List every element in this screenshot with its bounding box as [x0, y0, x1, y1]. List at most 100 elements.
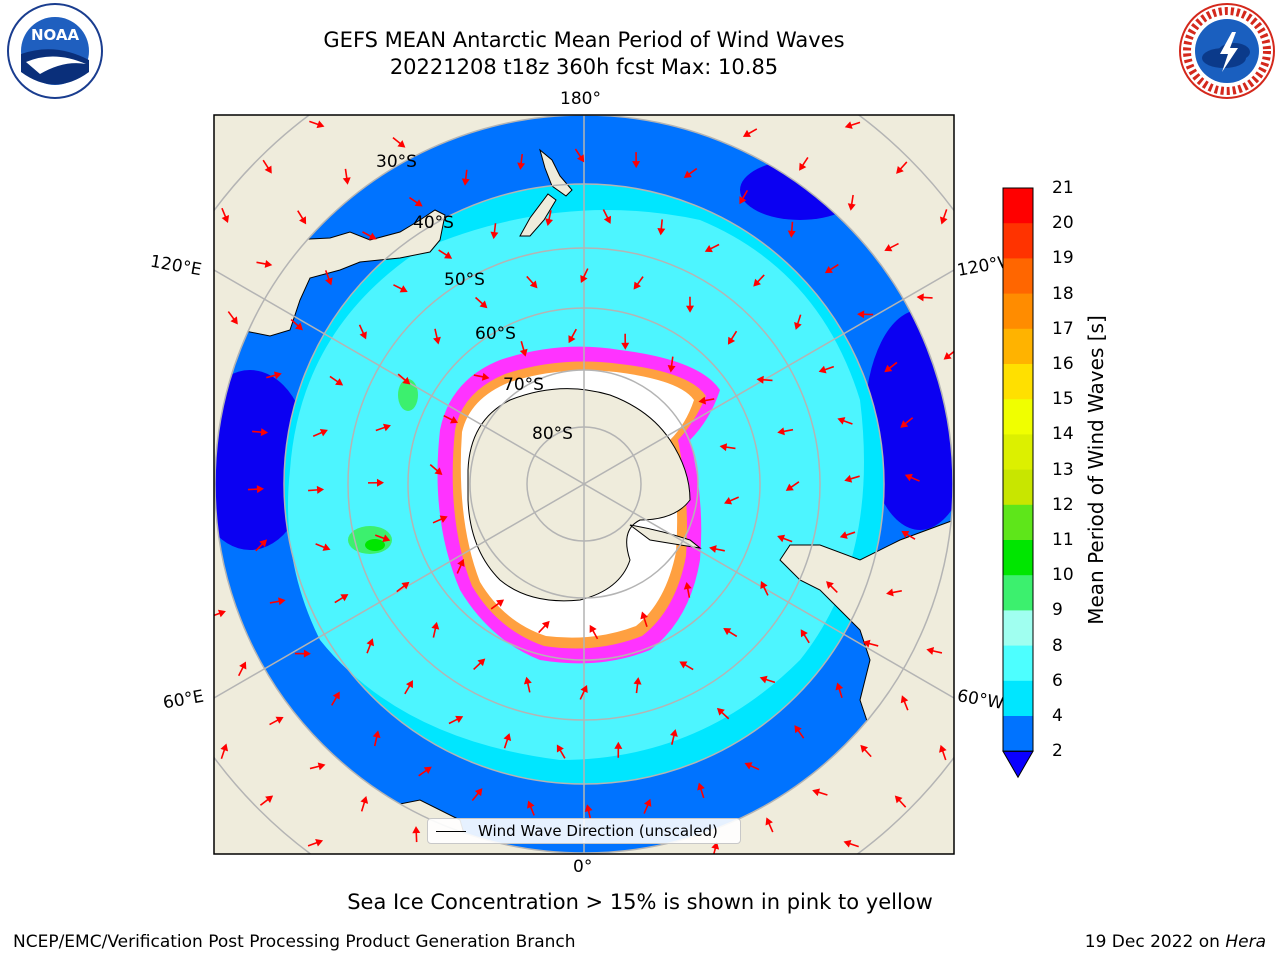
lat-label-50s: 50°S: [444, 270, 485, 290]
colorbar-tick-label: 13: [1052, 459, 1074, 480]
graticule: [214, 115, 954, 854]
noaa-logo: NOAA: [7, 3, 103, 99]
wave-direction-arrow: [259, 795, 274, 806]
lon-label-180: 180°: [560, 89, 601, 109]
wave-direction-arrow: [418, 766, 432, 777]
lat-label-40s: 40°S: [413, 213, 454, 233]
generation-date-text: 19 Dec 2022 on: [1084, 932, 1226, 952]
wave-direction-arrow: [527, 800, 535, 816]
colorbar-tick-label: 19: [1052, 248, 1074, 269]
colorbar-tick-label: 16: [1052, 354, 1074, 374]
wave-direction-arrow: [360, 796, 369, 812]
colorbar-tick-label: 18: [1052, 283, 1074, 304]
wave-direction-arrow: [556, 744, 566, 759]
colorbar-segment: [1003, 399, 1033, 435]
wave-direction-arrow: [429, 463, 443, 475]
wave-direction-arrow: [393, 284, 408, 293]
wave-direction-arrow: [475, 296, 488, 309]
australia-land: [215, 209, 446, 337]
wave-direction-arrow: [221, 207, 230, 223]
colorbar-tick-label: 12: [1052, 494, 1074, 515]
producer-credit: NCEP/EMC/Verification Post Processing Pr…: [13, 932, 576, 952]
wave-direction-arrow: [739, 189, 749, 205]
noaa-logo-text: NOAA: [31, 26, 80, 44]
wave-direction-arrow: [358, 324, 367, 340]
colorbar-tick-label: 15: [1052, 389, 1074, 410]
colorbar-tick-label: 4: [1052, 706, 1063, 726]
wave-direction-arrow: [904, 473, 920, 482]
wave-direction-arrow: [640, 611, 648, 627]
lat-label-70s: 70°S: [503, 375, 544, 395]
wave-direction-arrow: [835, 682, 844, 698]
wave-direction-arrow: [698, 396, 715, 405]
colorbar-under-arrow: [1002, 750, 1034, 779]
wave-direction-arrow: [756, 375, 773, 384]
wave-direction-arrow: [307, 839, 324, 847]
wave-direction-arrow: [266, 371, 282, 380]
wave-direction-arrow: [777, 427, 794, 436]
wave-direction-arrow: [473, 372, 490, 381]
wave-direction-arrow: [255, 539, 268, 552]
wave-direction-arrow: [799, 156, 809, 171]
wave-direction-arrow: [753, 274, 765, 287]
nws-logo: [1179, 3, 1275, 99]
wave-direction-arrow: [621, 333, 630, 350]
wave-direction-arrow: [308, 485, 325, 494]
wave-direction-arrow: [214, 609, 226, 618]
wave-direction-arrow: [900, 417, 914, 428]
wave-direction-arrow: [579, 684, 588, 700]
wave-direction-arrow: [614, 741, 623, 758]
colorbar-tick-label: 11: [1052, 530, 1074, 550]
wave-direction-arrow: [431, 621, 440, 638]
lat-label-30s: 30°S: [376, 152, 417, 172]
wave-direction-arrow: [517, 153, 526, 170]
wave-direction-arrow: [723, 628, 738, 638]
wave-direction-arrow: [538, 620, 550, 634]
wave-direction-arrow: [894, 795, 907, 808]
wave-direction-arrow: [269, 597, 286, 606]
lat-label-60s: 60°S: [475, 324, 516, 344]
colorbar-segment: [1003, 645, 1033, 682]
wave-direction-arrow: [727, 330, 738, 345]
wave-direction-arrow: [916, 293, 933, 302]
wave-direction-arrow: [862, 639, 879, 648]
host-name: Hera: [1225, 932, 1266, 952]
wave-direction-arrow: [589, 624, 599, 640]
wave-direction-arrow: [294, 649, 311, 658]
colorbar-tick-label: 17: [1052, 318, 1074, 339]
chart-title: GEFS MEAN Antarctic Mean Period of Wind …: [323, 28, 845, 52]
wave-direction-arrow: [220, 743, 229, 759]
colorbar-tick-label: 6: [1052, 670, 1063, 691]
colorbar-segment: [1003, 469, 1033, 506]
colorbar-tick-label: 21: [1052, 178, 1074, 198]
wave-direction-arrow: [759, 675, 776, 684]
wave-direction-arrow: [886, 588, 902, 597]
wave-direction-arrow: [252, 428, 269, 437]
sea-ice-caption: Sea Ice Concentration > 15% is shown in …: [347, 890, 933, 914]
wave-direction-arrow: [247, 485, 264, 494]
colorbar-segment: [1003, 258, 1033, 295]
wave-direction-arrow: [794, 314, 802, 330]
wave-direction-arrow: [269, 716, 284, 726]
wave-direction-arrow: [633, 276, 644, 290]
wave-direction-arrow: [716, 707, 730, 720]
wave-direction-arrow: [396, 581, 410, 593]
wave-direction-arrow: [526, 275, 538, 289]
wave-direction-arrow: [683, 167, 698, 179]
green-core: [365, 539, 385, 551]
wave-direction-arrow: [456, 558, 465, 574]
colorbar-tick-label: 8: [1052, 635, 1063, 656]
wave-direction-arrow: [742, 128, 758, 137]
wave-direction-arrow: [643, 798, 652, 814]
wave-direction-arrow: [939, 209, 948, 225]
wave-direction-arrow: [342, 168, 351, 185]
wave-direction-arrow: [297, 210, 307, 225]
colorbar-tick-label: 9: [1052, 600, 1063, 621]
wave-direction-arrow: [471, 788, 483, 802]
wave-direction-arrow: [490, 599, 505, 610]
wave-direction-arrow: [404, 680, 413, 695]
wave-direction-arrow: [503, 733, 512, 749]
wave-direction-arrow: [824, 263, 839, 274]
colorbar-segment: [1003, 188, 1033, 224]
